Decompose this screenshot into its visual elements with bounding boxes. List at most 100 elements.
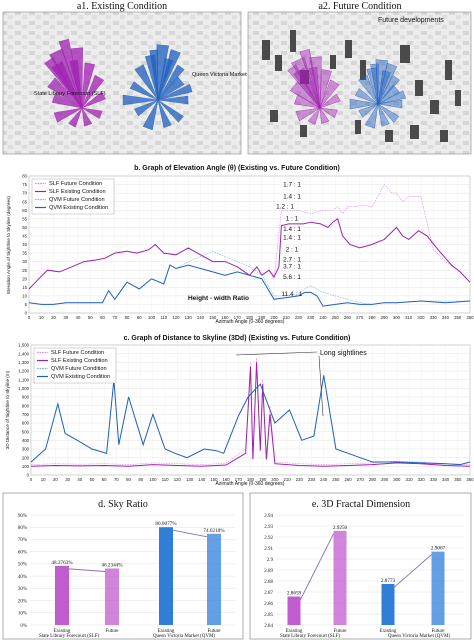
bar-4	[207, 533, 221, 625]
sightline-fans-future	[287, 48, 406, 129]
x-tick-label: 70	[112, 315, 117, 320]
a2-slf-ray-10	[319, 79, 340, 109]
y-tick-label: 40	[22, 242, 27, 247]
future-block-8	[430, 100, 439, 114]
a1-slf-ray-4	[81, 62, 95, 109]
future-block-0	[262, 40, 270, 60]
x-tick-label: 10	[39, 315, 44, 320]
x-tick-label: 100	[149, 477, 157, 482]
legend-label-3: QVM Future Condition	[49, 197, 105, 203]
a2-qvm-ray-9	[349, 98, 379, 110]
y-tick-label: 5	[25, 302, 28, 307]
chart-e-title: e. 3D Fractal Dimension	[312, 499, 410, 510]
x-tick-label: 280	[368, 315, 376, 320]
y-tick-label: 70	[22, 191, 27, 196]
a2-qvm-ray-10	[358, 103, 379, 118]
x-tick-label: 0	[28, 315, 31, 320]
future-block-1	[275, 55, 282, 71]
a1-qvm-ray-13	[157, 99, 184, 123]
ratio-label-1: 1.7 : 1	[283, 181, 301, 188]
y-tick-label: 300	[22, 447, 30, 452]
x-tick-label: 220	[295, 315, 303, 320]
x-tick-label: 360	[466, 477, 474, 482]
y-tick-label: 80%	[18, 526, 27, 531]
a2-slf-ray-12	[319, 107, 338, 118]
ratio-label-11: 11.4 : 1	[282, 291, 303, 298]
x-tick-label: 50	[88, 315, 93, 320]
a2-slf-ray-3	[287, 64, 321, 109]
y-tick-label: 1,400	[18, 351, 29, 356]
x-tick-label: 200	[271, 477, 279, 482]
x-tick-label: 190	[258, 315, 266, 320]
x-tick-label: 120	[172, 315, 180, 320]
a1-qvm-ray-3	[134, 64, 159, 101]
x-tick-label: 270	[356, 315, 364, 320]
y-tick-label: 50	[22, 225, 27, 230]
y-tick-label: 65	[22, 199, 27, 204]
a1-slf-ray-5	[47, 77, 83, 109]
ratio-label-7: 2 : 1	[286, 246, 299, 253]
x-tick-label: 280	[369, 477, 377, 482]
bar-category-label-1: Existing	[54, 629, 71, 634]
panel-a2: a2. Future Condition Future developments	[247, 1, 472, 155]
legend-label-1: SLF Future Condition	[51, 350, 104, 356]
chart-c-xlabel: Azimuth Angle (0-360 degrees)	[216, 481, 285, 487]
x-tick-label: 140	[197, 315, 205, 320]
x-tick-label: 160	[221, 315, 229, 320]
y-tick-label: 2.87	[264, 591, 273, 596]
y-tick-label: 1,300	[18, 360, 29, 365]
y-tick-label: 1,100	[18, 377, 29, 382]
y-tick-label: 2.92	[264, 536, 273, 541]
chart-e-grid: 2.84 2.85 2.86 2.87 2.88 2.89 2.9 2.91 2.92 2.93 2…	[264, 514, 464, 629]
y-tick-label: 1,500	[18, 343, 29, 348]
a1-qvm-ray-8	[129, 81, 159, 101]
chart-e-group-qvm: Queen Victoria Market (QVM)	[388, 634, 451, 639]
x-tick-label: 210	[283, 477, 291, 482]
ratio-label-2: 1.4 : 1	[283, 193, 301, 200]
x-tick-label: 350	[454, 477, 462, 482]
x-tick-label: 320	[417, 315, 425, 320]
a1-qvm-ray-12	[157, 99, 172, 128]
x-tick-label: 300	[393, 315, 401, 320]
legend-box	[31, 178, 115, 215]
x-tick-label: 80	[126, 477, 131, 482]
y-tick-label: 80	[22, 174, 27, 179]
y-tick-label: 2.88	[264, 580, 273, 585]
series-line-4	[28, 264, 471, 307]
bar-value-label-2: 46.2344%	[101, 562, 123, 568]
future-block-17	[455, 90, 461, 106]
y-tick-label: 900	[22, 395, 30, 400]
y-tick-label: 2.85	[264, 613, 273, 618]
x-tick-label: 310	[405, 315, 413, 320]
future-development-blocks	[262, 30, 461, 142]
trend-arrow-2	[172, 529, 208, 538]
a1-slf-ray-11	[81, 91, 106, 109]
x-tick-label: 300	[393, 477, 401, 482]
a1-slf-ray-13	[69, 59, 83, 109]
a2-qvm-ray-3	[358, 74, 379, 105]
future-block-16	[330, 55, 336, 69]
a2-qvm-ray-8	[354, 88, 379, 105]
a1-slf-ray-10	[81, 74, 105, 109]
a2-qvm-ray-13	[377, 103, 400, 123]
y-tick-label: 40%	[18, 575, 27, 580]
chart-e-group-slf: State Library Forecourt (SLF)	[280, 634, 340, 639]
chart-c-legend: SLF Future Condition SLF Existing Conditi…	[33, 347, 117, 384]
x-tick-label: 130	[186, 477, 194, 482]
y-tick-label: 30%	[18, 587, 27, 592]
a2-slf-ray-1	[299, 48, 321, 109]
x-tick-label: 330	[430, 477, 438, 482]
y-tick-label: 20	[22, 276, 27, 281]
bar-1	[287, 596, 301, 625]
panel-a2-title: a2. Future Condition	[318, 1, 401, 12]
a1-qvm-ray-15	[157, 58, 173, 101]
future-block-10	[270, 110, 278, 122]
a1-slf-ray-12	[81, 107, 103, 119]
legend-label-4: QVM Existing Condition	[51, 374, 110, 380]
x-tick-label: 170	[235, 477, 243, 482]
y-tick-label: 60%	[18, 550, 27, 555]
chart-b-grid	[28, 175, 471, 314]
trend-arrow-2	[394, 554, 432, 588]
x-tick-label: 240	[319, 315, 327, 320]
y-tick-label: 35	[22, 251, 27, 256]
